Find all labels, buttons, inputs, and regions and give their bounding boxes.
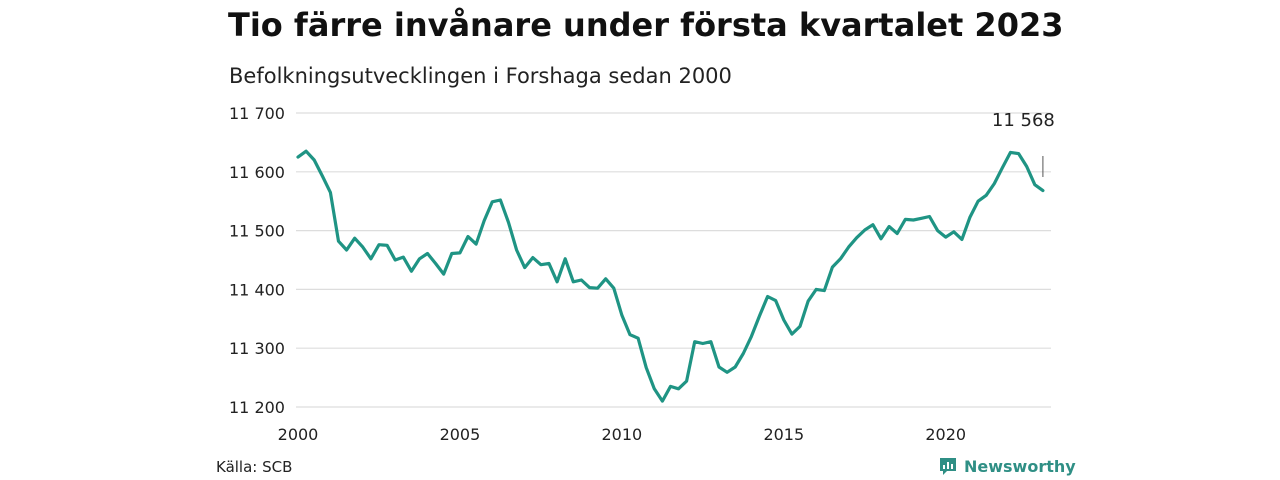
y-tick-label: 11 200 xyxy=(229,398,285,417)
x-tick-label: 2010 xyxy=(602,425,643,444)
chart-title: Tio färre invånare under första kvartale… xyxy=(228,6,1064,44)
y-tick-label: 11 400 xyxy=(229,280,285,299)
x-tick-label: 2005 xyxy=(440,425,481,444)
source-note: Källa: SCB xyxy=(216,458,293,476)
y-tick-label: 11 500 xyxy=(229,222,285,241)
annotation-label: 11 568 xyxy=(992,110,1055,131)
newsworthy-logo-icon xyxy=(940,458,956,475)
y-tick-label: 11 300 xyxy=(229,339,285,358)
y-tick-label: 11 600 xyxy=(229,163,285,182)
series-line xyxy=(296,149,1045,403)
chart-subtitle: Befolkningsutvecklingen i Forshaga sedan… xyxy=(229,64,732,88)
x-tick-label: 2020 xyxy=(925,425,966,444)
y-tick-label: 11 700 xyxy=(229,104,285,123)
x-tick-label: 2000 xyxy=(278,425,319,444)
x-tick-label: 2015 xyxy=(763,425,804,444)
brand-name: Newsworthy xyxy=(964,456,1076,476)
brand-logo: Newsworthy xyxy=(938,456,1076,476)
